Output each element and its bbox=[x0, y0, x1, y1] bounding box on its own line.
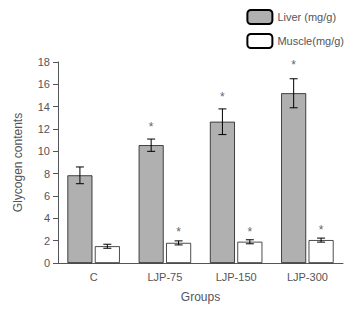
svg-text:LJP-300: LJP-300 bbox=[287, 271, 328, 283]
svg-text:12: 12 bbox=[38, 123, 50, 135]
svg-text:10: 10 bbox=[38, 145, 50, 157]
svg-text:*: * bbox=[220, 90, 225, 104]
svg-text:6: 6 bbox=[44, 190, 50, 202]
svg-text:*: * bbox=[248, 225, 253, 239]
svg-text:2: 2 bbox=[44, 235, 50, 247]
svg-text:*: * bbox=[149, 120, 154, 134]
svg-text:16: 16 bbox=[38, 78, 50, 90]
svg-text:8: 8 bbox=[44, 168, 50, 180]
svg-text:LJP-75: LJP-75 bbox=[147, 271, 182, 283]
svg-text:Liver (mg/g): Liver (mg/g) bbox=[277, 11, 336, 23]
svg-text:Groups: Groups bbox=[181, 290, 220, 304]
svg-text:4: 4 bbox=[44, 212, 50, 224]
svg-text:LJP-150: LJP-150 bbox=[216, 271, 257, 283]
svg-text:*: * bbox=[291, 58, 296, 72]
svg-text:Muscle(mg/g): Muscle(mg/g) bbox=[277, 35, 344, 47]
svg-text:14: 14 bbox=[38, 101, 50, 113]
svg-text:Glycogen contents: Glycogen contents bbox=[11, 113, 25, 212]
svg-text:*: * bbox=[176, 225, 181, 239]
svg-text:0: 0 bbox=[44, 257, 50, 269]
svg-text:*: * bbox=[319, 223, 324, 237]
svg-text:18: 18 bbox=[38, 56, 50, 68]
svg-text:C: C bbox=[90, 271, 98, 283]
